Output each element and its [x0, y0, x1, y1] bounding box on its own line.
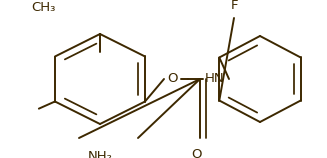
Text: O: O — [191, 148, 201, 158]
Text: HN: HN — [205, 73, 225, 85]
Text: F: F — [230, 0, 238, 12]
Text: CH₃: CH₃ — [31, 1, 55, 14]
Text: NH₂: NH₂ — [88, 150, 112, 158]
Text: O: O — [168, 73, 178, 85]
